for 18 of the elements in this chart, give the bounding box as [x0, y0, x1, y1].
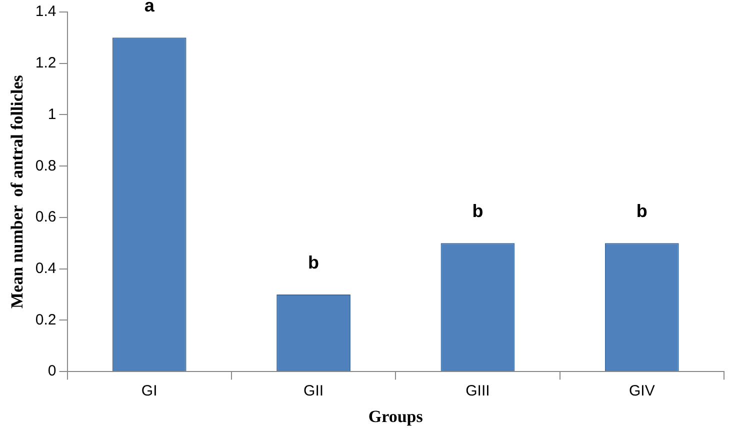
- y-tick-label: 1.4: [35, 3, 56, 20]
- y-tick-label: 0.2: [35, 311, 56, 328]
- x-axis-title: Groups: [368, 407, 424, 426]
- y-axis-title: Mean number of antral follicles: [8, 74, 27, 309]
- x-tick-label: GII: [304, 382, 324, 400]
- y-tick-label: 1.2: [35, 54, 56, 72]
- y-tick-label: 0.6: [35, 208, 56, 226]
- x-tick-label: GIII: [466, 382, 490, 400]
- x-tick-label: GI: [141, 382, 158, 400]
- x-tick-label: GIV: [628, 382, 655, 400]
- y-tick-label: 0: [48, 362, 56, 380]
- y-tick-label: 1: [48, 106, 56, 123]
- annotation: b: [472, 201, 484, 222]
- annotation: b: [636, 201, 648, 222]
- y-tick-label: 0.4: [35, 260, 56, 277]
- annotation: a: [144, 0, 156, 16]
- annotation: b: [308, 252, 320, 273]
- y-tick-label: 0.8: [35, 157, 56, 174]
